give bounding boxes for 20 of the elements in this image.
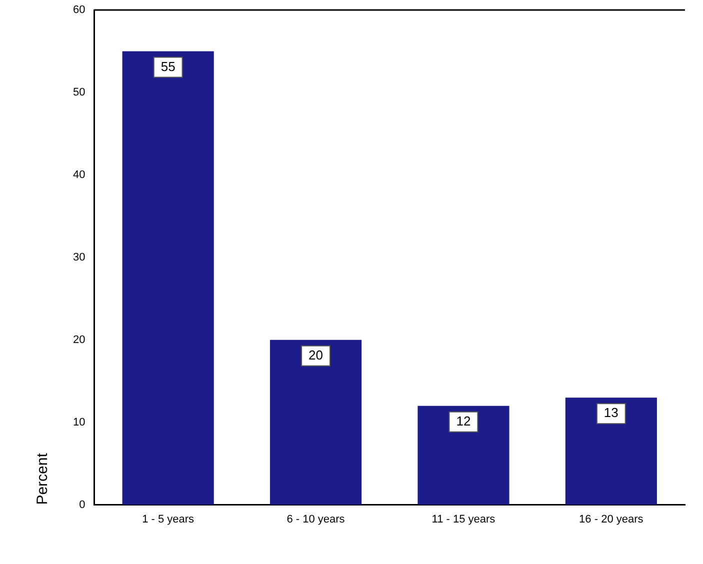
y-tick-label: 20 <box>72 334 86 346</box>
y-tick-label: 60 <box>72 4 86 16</box>
data-label: 20 <box>308 347 324 362</box>
data-label: 12 <box>456 413 471 428</box>
y-tick-label: 40 <box>72 168 86 181</box>
x-tick-label: 11 - 15 years <box>432 513 496 526</box>
x-tick-label: 1 - 5 years <box>142 513 195 526</box>
bar <box>122 51 214 505</box>
y-axis-title: Percent <box>34 452 52 505</box>
bar <box>565 398 657 505</box>
y-tick-label: 50 <box>72 86 86 98</box>
x-tick-label: 6 - 10 years <box>286 513 346 526</box>
data-label: 13 <box>604 405 618 420</box>
x-tick-label: 16 - 20 years <box>579 513 644 526</box>
y-tick-label: 10 <box>72 416 86 428</box>
bar <box>418 406 510 505</box>
y-tick-label: 0 <box>79 498 86 511</box>
data-label: 55 <box>160 58 176 74</box>
bar <box>270 340 362 505</box>
y-tick-label: 30 <box>72 251 86 264</box>
